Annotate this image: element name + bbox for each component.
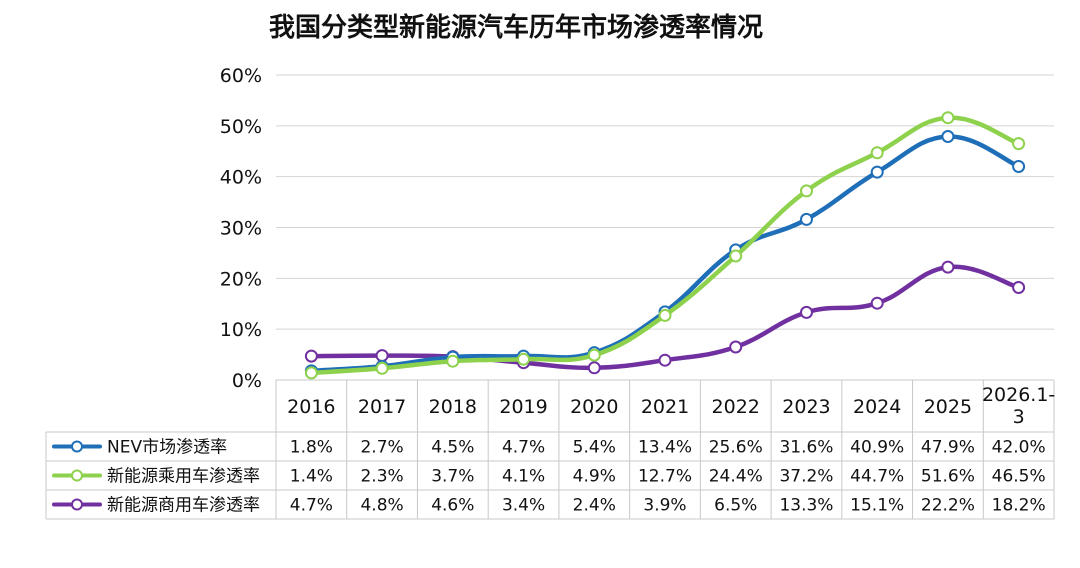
series-lines [304, 111, 1026, 380]
data-point [658, 353, 672, 367]
x-category-label: 2019 [499, 396, 547, 418]
y-tick-label: 0% [232, 370, 262, 392]
data-point [870, 146, 884, 160]
table-cell-value: 31.6% [779, 438, 833, 458]
table-cell-value: 2.3% [360, 467, 403, 487]
table-cell-value: 1.8% [290, 438, 333, 458]
data-point [870, 296, 884, 310]
table-cell-value: 4.8% [360, 496, 403, 516]
table-cell-value: 4.7% [502, 438, 545, 458]
y-tick-label: 60% [220, 65, 262, 87]
table-cell-value: 37.2% [779, 467, 833, 487]
data-point [1012, 281, 1026, 294]
grid-lines [276, 74, 1054, 330]
data-point [304, 349, 318, 363]
data-point [800, 184, 813, 198]
table-cell-value: 4.6% [431, 496, 474, 516]
table-cell-value: 25.6% [709, 438, 763, 458]
data-point [870, 165, 884, 179]
x-category-label: 2024 [853, 396, 901, 418]
data-point [517, 352, 530, 366]
legend-marker [71, 469, 83, 482]
x-category-label: 2022 [712, 396, 760, 418]
table-cell-value: 3.4% [502, 496, 545, 516]
series-group [304, 111, 1026, 380]
legend-marker [71, 440, 83, 453]
table-cell-value: 18.2% [992, 496, 1046, 516]
table-cell-value: 4.7% [290, 496, 333, 516]
x-category-label: 3 [1013, 406, 1025, 428]
data-point [587, 361, 601, 375]
table-cell-value: 5.4% [573, 438, 616, 458]
series-group [304, 130, 1026, 378]
data-point [800, 305, 813, 319]
x-category-label: 2025 [924, 396, 972, 418]
y-tick-label: 40% [220, 167, 262, 189]
table-cell-value: 6.5% [714, 496, 757, 516]
y-tick-label: 30% [220, 218, 262, 240]
table-cell-value: 2.7% [360, 438, 403, 458]
data-point [941, 111, 955, 125]
table-cell-value: 3.9% [643, 496, 686, 516]
table-cell-value: 42.0% [992, 438, 1046, 458]
data-point [658, 308, 672, 322]
y-tick-label: 10% [220, 319, 262, 341]
x-category-label: 2026.1- [982, 384, 1055, 406]
table-cell-value: 13.3% [779, 496, 833, 516]
data-point [941, 130, 955, 143]
data-point [1012, 137, 1026, 151]
data-point [1012, 160, 1026, 173]
legend-label: NEV市场渗透率 [107, 438, 227, 458]
table-cell-value: 1.4% [290, 467, 333, 487]
legend-marker [71, 498, 83, 511]
table-cell-value: 15.1% [850, 496, 904, 516]
data-point [800, 212, 813, 226]
legend-label: 新能源乘用车渗透率 [107, 467, 260, 487]
data-point [587, 348, 601, 362]
x-category-label: 2023 [782, 396, 830, 418]
data-point [941, 260, 955, 274]
data-point [729, 249, 743, 263]
x-category-label: 2021 [641, 396, 689, 418]
y-axis-ticks: 0% 10% 20% 30% 40% 50% 60% [220, 65, 262, 392]
table-cell-value: 12.7% [638, 467, 692, 487]
data-point [304, 366, 318, 380]
y-tick-label: 20% [220, 268, 262, 290]
data-point [375, 361, 389, 375]
table-cell-value: 2.4% [573, 496, 616, 516]
table-cell-value: 13.4% [638, 438, 692, 458]
table-cell-value: 40.9% [850, 438, 904, 458]
y-tick-label: 50% [220, 116, 262, 138]
table-cell-value: 22.2% [921, 496, 975, 516]
data-point [375, 349, 389, 363]
x-category-label: 2016 [287, 396, 335, 418]
data-point [729, 340, 743, 354]
table-cell-value: 4.1% [502, 467, 545, 487]
x-category-label: 2020 [570, 396, 618, 418]
table-cell-value: 51.6% [921, 467, 975, 487]
table-cell-value: 46.5% [992, 467, 1046, 487]
table-cell-value: 4.9% [573, 467, 616, 487]
data-point [446, 354, 460, 368]
table-cell-value: 4.5% [431, 438, 474, 458]
table-cell-value: 3.7% [431, 467, 474, 487]
series-line [309, 134, 1021, 374]
x-category-label: 2017 [358, 396, 406, 418]
chart-title: 我国分类型新能源汽车历年市场渗透率情况 [269, 12, 763, 43]
legend-label: 新能源商用车渗透率 [107, 496, 260, 516]
x-category-label: 2018 [429, 396, 477, 418]
table-cell-value: 24.4% [709, 467, 763, 487]
data-table: 2016 2017 2018 2019 2020 2021 2022 2023 2024 2025… [45, 379, 1055, 520]
series-line [309, 115, 1021, 376]
table-cell-value: 44.7% [850, 467, 904, 487]
table-cell-value: 47.9% [921, 438, 975, 458]
